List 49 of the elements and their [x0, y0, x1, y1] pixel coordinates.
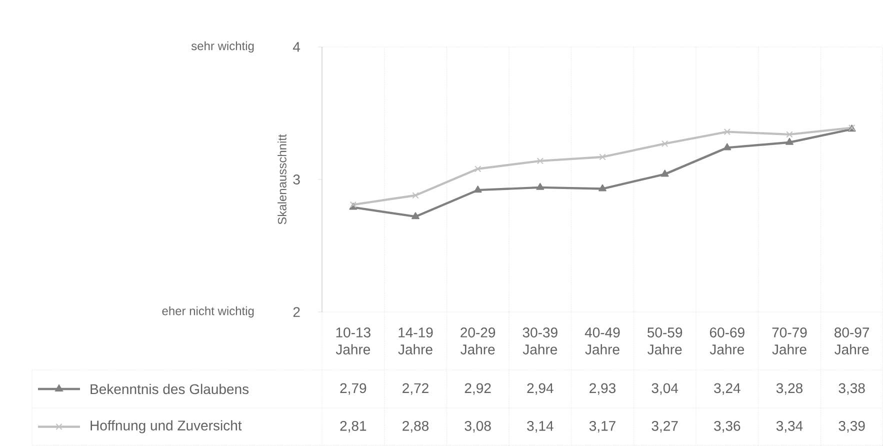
data-label: 2,94: [527, 383, 554, 395]
text: eher nicht wichtig: [162, 306, 254, 318]
point: [474, 186, 482, 193]
point: [536, 182, 544, 190]
legend-label: Bekenntnis des Glaubens: [90, 384, 249, 394]
text: sehr wichtig: [191, 41, 254, 53]
x-tick-label: 10-13 Jahre: [336, 328, 370, 354]
data-label: 3,39: [838, 420, 865, 433]
x-tick-label: 80-97 Jahre: [834, 328, 870, 354]
x-tick-label: 30-39 Jahre: [522, 328, 558, 354]
data-label: 2,93: [590, 383, 616, 395]
data-label: 3,24: [714, 383, 740, 395]
data-label: 3,34: [776, 420, 803, 433]
y-tick-label: 3: [293, 174, 300, 184]
x-tick-label: 60-69 Jahre: [710, 328, 744, 354]
point: [536, 158, 544, 164]
point: [660, 170, 669, 177]
legend-label: Hoffnung und Zuversicht: [90, 420, 242, 434]
x-tick-label: 14-19 Jahre: [398, 328, 433, 354]
data-label: 3,27: [652, 420, 678, 433]
x-tick-label: 50-59 Jahre: [648, 328, 682, 354]
data-label: 3,38: [838, 383, 865, 395]
data-label: 2,92: [464, 383, 491, 395]
point: [599, 154, 606, 160]
data-label: 3,14: [527, 420, 554, 433]
data-label: 2,79: [340, 383, 366, 395]
data-label: 3,28: [776, 383, 803, 395]
data-label: 3,17: [589, 420, 616, 433]
point: [723, 143, 732, 150]
data-label: 3,36: [714, 420, 740, 433]
data-label: 3,08: [464, 420, 491, 433]
point: [474, 166, 482, 172]
x-tick-label: 20-29 Jahre: [460, 328, 496, 354]
x-tick-label: 70-79 Jahre: [772, 328, 807, 354]
point: [662, 140, 668, 148]
y-tick-label: 4: [293, 42, 300, 52]
point: [412, 212, 420, 220]
data-label: 3,04: [652, 383, 678, 395]
data-label: 2,88: [402, 420, 429, 433]
x-tick-label: 40-49 Jahre: [584, 328, 620, 354]
point: [724, 128, 730, 136]
point: [786, 138, 794, 145]
point: [598, 184, 606, 192]
data-label: 2,81: [340, 420, 366, 433]
y-axis-title: Skalenausschnitt: [278, 134, 286, 224]
point: [786, 131, 793, 138]
point: [412, 192, 419, 199]
y-tick-label: 2: [293, 307, 300, 317]
data-label: 2,72: [402, 383, 428, 395]
